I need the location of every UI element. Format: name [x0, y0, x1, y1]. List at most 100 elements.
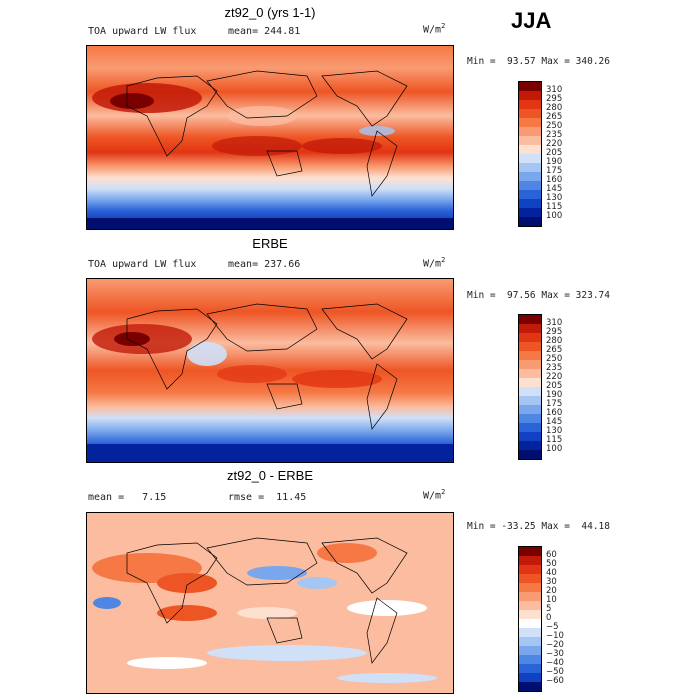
colorbar-tick-label: 115 — [546, 435, 563, 445]
colorbar-swatch — [519, 172, 541, 181]
colorbar-tick-label: 5 — [546, 604, 552, 614]
colorbar-tick-label: 265 — [546, 112, 563, 122]
panel-3-colorbar-ticks: 60 50 40 30 20 10 5 0 −5 −10 −20 −30 −40 −50 −60 — [546, 546, 586, 690]
colorbar-tick-label: 100 — [546, 444, 563, 454]
panel-2-colorbar — [518, 314, 542, 460]
colorbar-swatch — [519, 208, 541, 217]
season-label: JJA — [511, 8, 552, 33]
colorbar-swatch — [519, 136, 541, 145]
colorbar-tick-label: 20 — [546, 586, 557, 596]
colorbar-tick-label: 160 — [546, 408, 563, 418]
panel-1-colorbar-ticks: 310 295 280 265 250 235 220 205 190 175 160 145 130 1… — [546, 81, 586, 225]
colorbar-tick-label: 130 — [546, 193, 563, 203]
colorbar-tick-label: 100 — [546, 211, 563, 221]
colorbar-swatch — [519, 199, 541, 208]
panel-1-minmax: Min = 93.57 Max = 340.26 — [467, 56, 610, 67]
colorbar-tick-label: 295 — [546, 94, 563, 104]
colorbar-swatch — [519, 556, 541, 565]
panel-2-colorbar-ticks: 310 295 280 265 250 235 220 205 190 175 160 145 130 1… — [546, 314, 586, 458]
colorbar-tick-label: 220 — [546, 139, 563, 149]
colorbar-tick-label: 10 — [546, 595, 557, 605]
colorbar-tick-label: 175 — [546, 166, 563, 176]
colorbar-swatch — [519, 154, 541, 163]
colorbar-swatch — [519, 664, 541, 673]
colorbar-tick-label: −20 — [546, 640, 564, 650]
colorbar-tick-label: 50 — [546, 559, 557, 569]
colorbar-swatch — [519, 423, 541, 432]
panel-1-title: zt92_0 (yrs 1-1) — [224, 5, 316, 20]
colorbar-tick-label: 295 — [546, 327, 563, 337]
colorbar-tick-label: 220 — [546, 372, 563, 382]
panel-2-variable-label: TOA upward LW flux — [88, 259, 197, 270]
colorbar-tick-label: 190 — [546, 390, 563, 400]
colorbar-swatch — [519, 369, 541, 378]
colorbar-tick-label: 310 — [546, 85, 563, 95]
colorbar-tick-label: 235 — [546, 363, 563, 373]
colorbar-tick-label: 205 — [546, 381, 563, 391]
colorbar-swatch — [519, 109, 541, 118]
colorbar-tick-label: 265 — [546, 345, 563, 355]
panel-3-map — [86, 512, 454, 694]
panel-2-map-field — [87, 279, 453, 462]
colorbar-swatch — [519, 450, 541, 459]
colorbar-tick-label: 235 — [546, 130, 563, 140]
colorbar-swatch — [519, 574, 541, 583]
colorbar-swatch — [519, 342, 541, 351]
panel-1-variable-label: TOA upward LW flux — [88, 26, 197, 37]
colorbar-swatch — [519, 592, 541, 601]
colorbar-tick-label: 280 — [546, 336, 563, 346]
colorbar-swatch — [519, 628, 541, 637]
colorbar-swatch — [519, 396, 541, 405]
colorbar-swatch — [519, 324, 541, 333]
colorbar-swatch — [519, 601, 541, 610]
colorbar-tick-label: 160 — [546, 175, 563, 185]
colorbar-swatch — [519, 145, 541, 154]
colorbar-swatch — [519, 441, 541, 450]
colorbar-tick-label: 60 — [546, 550, 557, 560]
colorbar-swatch — [519, 619, 541, 628]
colorbar-tick-label: −50 — [546, 667, 564, 677]
colorbar-swatch — [519, 547, 541, 556]
colorbar-tick-label: 280 — [546, 103, 563, 113]
colorbar-swatch — [519, 405, 541, 414]
colorbar-swatch — [519, 583, 541, 592]
colorbar-swatch — [519, 646, 541, 655]
colorbar-tick-label: −40 — [546, 658, 564, 668]
panel-2-mean-label: mean= 237.66 — [228, 259, 301, 270]
colorbar-swatch — [519, 360, 541, 369]
colorbar-tick-label: 40 — [546, 568, 557, 578]
colorbar-tick-label: 130 — [546, 426, 563, 436]
panel-3-colorbar — [518, 546, 542, 692]
colorbar-tick-label: 145 — [546, 184, 563, 194]
panel-2-map — [86, 278, 454, 463]
panel-3-mean-label: mean = 7.15 — [88, 492, 167, 503]
colorbar-tick-label: 115 — [546, 202, 563, 212]
panel-3-rmse-label: rmse = 11.45 — [228, 492, 307, 503]
colorbar-swatch — [519, 181, 541, 190]
panel-3-title: zt92_0 - ERBE — [227, 468, 313, 483]
colorbar-swatch — [519, 315, 541, 324]
colorbar-swatch — [519, 351, 541, 360]
panel-2-units: W/m2 — [423, 256, 446, 270]
colorbar-swatch — [519, 217, 541, 226]
colorbar-swatch — [519, 190, 541, 199]
panel-3-units: W/m2 — [423, 488, 446, 502]
colorbar-swatch — [519, 655, 541, 664]
colorbar-tick-label: −10 — [546, 631, 564, 641]
colorbar-swatch — [519, 333, 541, 342]
panel-1-units: W/m2 — [423, 22, 446, 36]
colorbar-tick-label: 250 — [546, 121, 563, 131]
colorbar-swatch — [519, 378, 541, 387]
colorbar-swatch — [519, 163, 541, 172]
colorbar-tick-label: 145 — [546, 417, 563, 427]
panel-1-mean-label: mean= 244.81 — [228, 26, 301, 37]
colorbar-swatch — [519, 432, 541, 441]
colorbar-swatch — [519, 127, 541, 136]
panel-2-title: ERBE — [252, 236, 288, 251]
colorbar-swatch — [519, 118, 541, 127]
colorbar-swatch — [519, 682, 541, 691]
panel-1-colorbar — [518, 81, 542, 227]
panel-1-map-field — [87, 46, 453, 229]
panel-1-map — [86, 45, 454, 230]
colorbar-tick-label: 310 — [546, 318, 563, 328]
